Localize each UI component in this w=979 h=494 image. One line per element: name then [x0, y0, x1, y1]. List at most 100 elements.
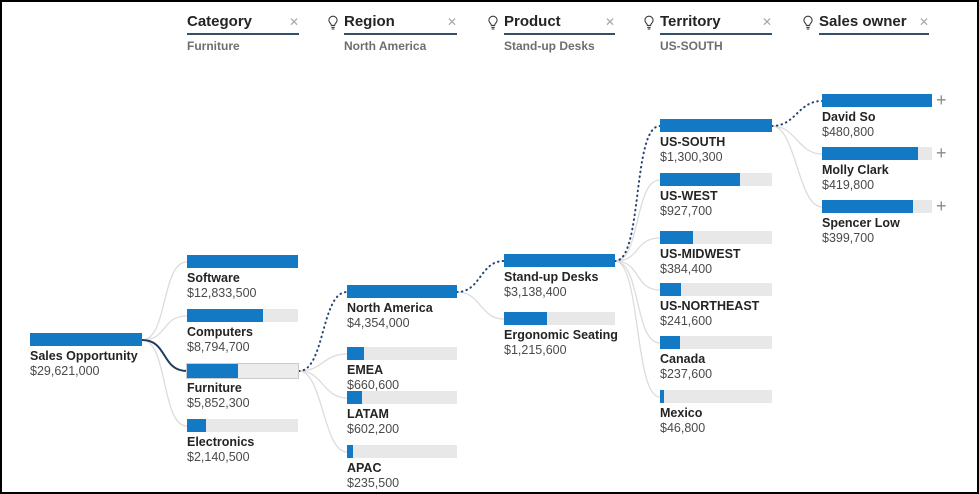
node-value: $8,794,700: [187, 340, 250, 354]
value-bar: [187, 255, 298, 268]
node-value: $4,354,000: [347, 316, 410, 330]
connector-furniture-northamerica-dotted: [298, 291, 348, 372]
node-value: $927,700: [660, 204, 713, 218]
node-value: $1,215,600: [504, 343, 567, 357]
node-label: Computers: [187, 325, 253, 339]
node-david-so[interactable]: David So $480,800: [822, 94, 932, 139]
node-value: $46,800: [660, 421, 706, 435]
node-molly-clark[interactable]: Molly Clark $419,800: [822, 147, 932, 192]
connector-na-standupdesks-dotted: [456, 260, 505, 293]
node-value: $12,833,500: [187, 286, 257, 300]
node-label: APAC: [347, 461, 382, 475]
level-header-row[interactable]: Territory ✕: [660, 13, 772, 35]
expand-plus-icon[interactable]: +: [936, 196, 947, 216]
node-emea[interactable]: EMEA $660,600: [347, 347, 457, 392]
node-label: EMEA: [347, 363, 384, 377]
connector-root-furniture-selected: [141, 339, 188, 372]
close-icon[interactable]: ✕: [761, 15, 772, 29]
node-software[interactable]: Software $12,833,500: [187, 255, 298, 300]
node-label: Software: [187, 271, 240, 285]
value-bar: [30, 333, 142, 346]
node-label: LATAM: [347, 407, 389, 421]
node-us-south[interactable]: US-SOUTH $1,300,300: [660, 119, 772, 164]
level-title[interactable]: Category: [187, 13, 253, 30]
node-us-northeast[interactable]: US-NORTHEAST $241,600: [660, 283, 772, 328]
node-latam[interactable]: LATAM $602,200: [347, 391, 457, 436]
node-label: Canada: [660, 352, 706, 366]
value-bar: [186, 363, 299, 379]
node-canada[interactable]: Canada $237,600: [660, 336, 772, 381]
level-title[interactable]: Territory: [660, 13, 721, 30]
node-label: US-NORTHEAST: [660, 299, 760, 313]
close-icon[interactable]: ✕: [918, 15, 929, 29]
node-label: David So: [822, 110, 876, 124]
node-mexico[interactable]: Mexico $46,800: [660, 390, 772, 435]
node-label: Electronics: [187, 435, 255, 449]
level-title[interactable]: Sales owner: [819, 13, 907, 30]
node-label: Furniture: [187, 381, 242, 395]
level-selected-value: Stand-up Desks: [504, 39, 595, 53]
expand-plus-icon[interactable]: +: [936, 143, 947, 163]
connector-sud-mexico: [614, 260, 661, 398]
connector-sud-uswest: [614, 179, 661, 262]
value-bar: [822, 200, 932, 213]
connector-furniture-latam: [298, 370, 348, 399]
value-bar: [504, 254, 615, 267]
node-north-america[interactable]: North America $4,354,000: [347, 285, 457, 330]
node-apac[interactable]: APAC $235,500: [347, 445, 457, 490]
value-bar: [660, 336, 772, 349]
lightbulb-icon: [802, 15, 814, 36]
level-header-row[interactable]: Region ✕: [344, 13, 457, 35]
close-icon[interactable]: ✕: [446, 15, 457, 29]
node-label: Molly Clark: [822, 163, 889, 177]
node-sales-opportunity[interactable]: Sales Opportunity $29,621,000: [30, 333, 142, 378]
node-value: $241,600: [660, 314, 713, 328]
node-ergonomic-seating[interactable]: Ergonomic Seating $1,215,600: [504, 312, 618, 357]
node-electronics[interactable]: Electronics $2,140,500: [187, 419, 298, 464]
level-header-product: Product ✕ Stand-up Desks: [488, 13, 615, 53]
level-header-territory: Territory ✕ US-SOUTH: [644, 13, 772, 53]
node-us-midwest[interactable]: US-MIDWEST $384,400: [660, 231, 772, 276]
expand-plus-icon[interactable]: +: [936, 90, 947, 110]
value-bar: [504, 312, 615, 325]
level-header-row[interactable]: Sales owner ✕: [819, 13, 929, 35]
level-header-category: Category ✕ Furniture: [187, 13, 299, 53]
node-value: $480,800: [822, 125, 875, 139]
node-label: Stand-up Desks: [504, 270, 599, 284]
node-us-west[interactable]: US-WEST $927,700: [660, 173, 772, 218]
value-bar: [660, 173, 772, 186]
connector-ussouth-molly: [771, 125, 823, 155]
level-title[interactable]: Region: [344, 13, 395, 30]
value-bar: [660, 231, 772, 244]
level-header-row[interactable]: Category ✕: [187, 13, 299, 35]
value-bar: [187, 419, 298, 432]
close-icon[interactable]: ✕: [288, 15, 299, 29]
connector-ussouth-davidso-dotted: [771, 100, 823, 127]
value-bar: [347, 285, 457, 298]
level-header-row[interactable]: Product ✕: [504, 13, 615, 35]
node-label: Spencer Low: [822, 216, 900, 230]
node-label: US-SOUTH: [660, 135, 726, 149]
value-bar: [822, 147, 932, 160]
node-furniture[interactable]: Furniture $5,852,300: [186, 363, 299, 410]
connector-sud-usmidwest: [614, 237, 661, 262]
value-bar: [660, 119, 772, 132]
connector-ussouth-spencer: [771, 125, 823, 208]
value-bar: [660, 390, 772, 403]
close-icon[interactable]: ✕: [604, 15, 615, 29]
value-bar: [822, 94, 932, 107]
node-computers[interactable]: Computers $8,794,700: [187, 309, 298, 354]
node-value: $602,200: [347, 422, 400, 436]
node-stand-up-desks[interactable]: Stand-up Desks $3,138,400: [504, 254, 615, 299]
connector-furniture-apac: [298, 370, 348, 453]
node-spencer-low[interactable]: Spencer Low $399,700: [822, 200, 932, 245]
connector-na-ergonomic: [456, 291, 505, 320]
lightbulb-icon: [327, 15, 339, 36]
level-header-region: Region ✕ North America: [328, 13, 457, 53]
level-selected-value: North America: [344, 39, 427, 53]
node-value: $29,621,000: [30, 364, 100, 378]
node-value: $1,300,300: [660, 150, 723, 164]
level-selected-value: US-SOUTH: [660, 39, 723, 53]
level-title[interactable]: Product: [504, 13, 561, 30]
